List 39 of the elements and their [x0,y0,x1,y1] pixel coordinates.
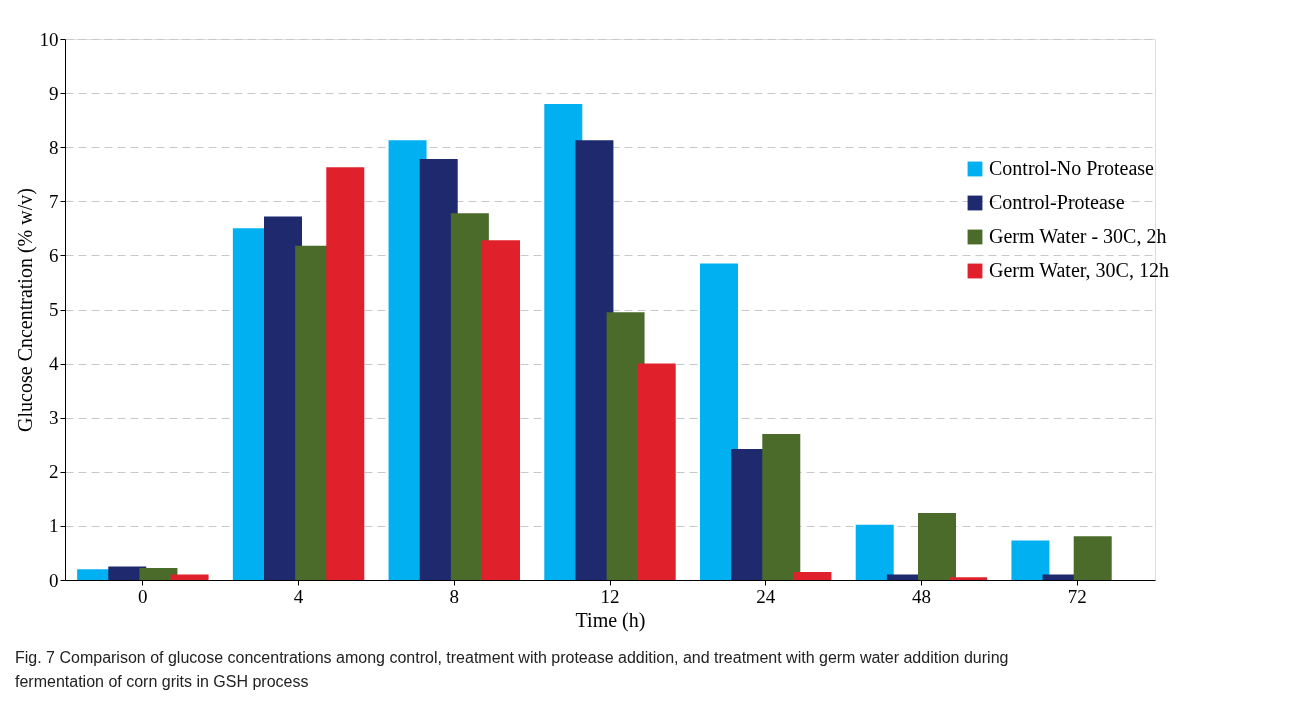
bar [700,263,738,580]
y-tick-label: 3 [49,407,59,429]
bar [326,167,365,580]
bar [918,512,956,580]
y-tick-label: 2 [49,461,59,483]
bar [482,240,520,580]
y-tick-label: 0 [49,569,59,591]
bar [793,571,832,580]
y-tick-label: 8 [49,136,59,158]
x-tick-label: 12 [600,585,620,607]
x-tick-label: 4 [293,585,304,607]
y-tick-label: 5 [49,299,59,320]
legend-label: Control-No Protease [989,157,1155,179]
legend-label: Germ Water, 30C, 12h [989,259,1169,281]
bar [949,577,988,580]
bar [637,363,676,580]
caption: Fig. 7 Comparison of glucose concentrations among control, treatment with protease addition, and treatment with germ water addition during fermentation of corn grits in GSH process [15,649,1009,690]
x-axis-title: Time (h) [575,608,646,632]
x-tick-label: 8 [449,585,460,607]
bar [139,568,178,580]
bar [855,524,894,580]
bar [762,433,801,580]
x-tick-label: 24 [756,585,776,607]
legend-label: Control-Protease [989,191,1125,213]
y-tick-label: 10 [39,28,59,50]
x-tick-label: 72 [1067,585,1087,607]
bar [170,574,209,580]
y-tick-label: 6 [49,244,59,266]
y-tick-label: 1 [49,515,59,537]
bar [575,140,614,580]
x-tick-label: 0 [138,585,148,607]
bar [1073,536,1112,580]
y-tick-label: 4 [49,353,59,375]
legend-label: Germ Water - 30C, 2h [989,225,1167,247]
y-tick-label: 9 [49,82,59,104]
y-axis-title: Glucose Cncentration (% w/v) [13,188,37,432]
x-tick-label: 48 [911,585,931,607]
y-tick-label: 7 [49,190,59,212]
bar [1011,540,1050,580]
